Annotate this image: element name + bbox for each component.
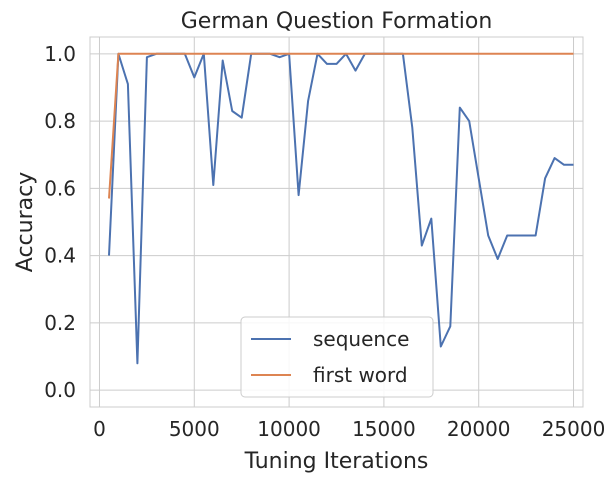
sequence-line — [108, 52, 574, 365]
legend-label-sequence: sequence — [313, 327, 409, 351]
y-tick-label: 1.0 — [44, 42, 76, 66]
plot-area-frame — [89, 36, 584, 408]
first-word-line — [108, 52, 574, 199]
legend-box — [240, 316, 434, 398]
y-tick-label: 0.4 — [44, 244, 76, 268]
y-tick-label: 0.6 — [44, 176, 76, 200]
x-tick-label: 10000 — [257, 417, 321, 441]
chart-title: German Question Formation — [181, 9, 493, 34]
y-tick-label: 0.2 — [44, 311, 76, 335]
legend-label-first-word: first word — [313, 363, 408, 387]
x-axis-title: Tuning Iterations — [244, 449, 429, 474]
series-lines — [108, 52, 574, 365]
x-tick-label: 5000 — [169, 417, 220, 441]
y-tick-label: 0.8 — [44, 109, 76, 133]
x-tick-label: 0 — [93, 417, 106, 441]
tick-labels: 0 5000 10000 15000 20000 25000 0.0 0.2 0.4 0.6 0.8… — [44, 42, 605, 441]
x-tick-label: 15000 — [352, 417, 416, 441]
x-tick-label: 20000 — [447, 417, 511, 441]
y-tick-label: 0.0 — [44, 378, 76, 402]
legend: sequence first word — [240, 316, 434, 398]
x-tick-label: 25000 — [542, 417, 606, 441]
y-axis-title: Accuracy — [13, 172, 38, 272]
